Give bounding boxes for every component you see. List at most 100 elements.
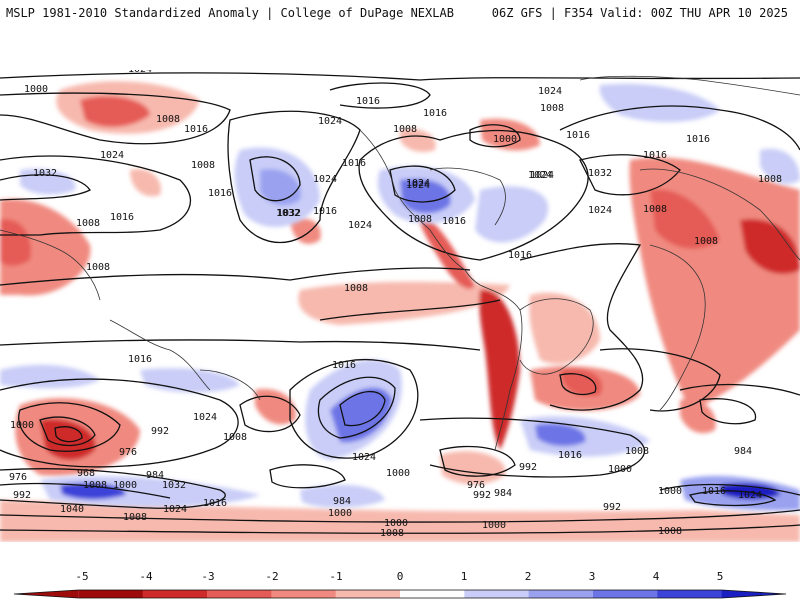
isobar-label: 1008 [123,512,147,523]
isobar-line [289,358,419,459]
colorbar-label: 5 [716,570,724,583]
header: MSLP 1981-2010 Standardized Anomaly | Co… [0,0,800,30]
isobar-label: 1032 [276,208,300,219]
isobar-line [439,445,516,477]
isobar-label: 984 [734,446,752,457]
coastline [429,167,506,226]
neg-area [529,292,600,364]
neg-area [130,169,161,197]
isobar-label: 1000 [328,508,352,519]
isobar-label: 1008 [758,174,782,185]
colorbar-label: -4 [139,570,153,583]
colorbar-label: 1 [460,570,468,583]
isobar-label: 1000 [608,464,632,475]
isobar-label: 968 [77,468,95,479]
isobar-label: 1016 [566,130,590,141]
isobar-line [0,267,471,286]
pos-area [400,178,451,214]
coastline [0,229,101,301]
isobar-label: 1016 [508,250,532,261]
isobar-line [329,82,431,109]
isobar-line [579,154,681,196]
model-run-info: 06Z GFS | F354 Valid: 00Z THU APR 10 202… [491,6,788,20]
isobar-label: 1008 [380,528,404,539]
coastline [199,369,261,401]
isobar-label: 1016 [558,450,582,461]
coastline [359,129,481,286]
isobar-label: 1000 [384,518,408,529]
isobar-label: 1000 [10,420,34,431]
isobar-label: 1024 [313,174,337,185]
isobar-line [0,339,481,351]
colorbar-swatch [271,590,337,598]
colorbar-label: 3 [588,570,596,583]
coastline [479,284,523,451]
neg-area [479,289,520,450]
isobar-line [0,524,800,534]
neg-area [290,218,321,244]
isobar-label: 1016 [442,216,466,227]
isobar-label: 1008 [344,283,368,294]
isobar-label: 992 [13,490,31,501]
colorbar-label: -1 [329,570,343,583]
colorbar-swatch [593,590,658,598]
neg-area [298,281,510,325]
isobar-label: 984 [494,488,512,499]
pos-area [0,364,100,389]
positive-anomaly-areas [0,83,800,511]
isobar-label: 1008 [658,526,682,537]
isobar-label: 1032 [588,168,612,179]
coastline [109,319,211,391]
isobar-label: 1024 [163,504,187,515]
isobar-line [559,105,800,151]
isobar-line [54,426,83,443]
isobar-label: 1024 [406,180,430,191]
isobar-label: 992 [603,502,621,513]
isobar-label: 1024 [128,70,152,75]
isobar-line [599,348,721,412]
isobar-label: 1016 [128,354,152,365]
isobar-line [0,378,239,468]
coastlines [0,75,800,451]
neg-area [650,189,720,249]
coastline [649,244,706,411]
neg-area [255,389,296,425]
isobar-label: 1016 [110,212,134,223]
colorbar-swatch [721,590,786,598]
isobar-label: 976 [9,472,27,483]
isobar-line [679,383,800,396]
isobar-label: 1024 [528,170,552,181]
isobar-label: 1016 [313,206,337,217]
coastline [639,168,800,261]
colorbar-label: -3 [201,570,215,583]
isobar-label: 1008 [393,124,417,135]
isobar-label: 1024 [538,86,562,97]
isobar-line [339,390,386,427]
colorbar-label: -2 [265,570,279,583]
map-title: MSLP 1981-2010 Standardized Anomaly | Co… [6,6,454,20]
pos-area [535,423,586,447]
colorbar-label: 2 [524,570,532,583]
isobar-contours [0,72,800,534]
colorbar-swatch [400,590,465,598]
isobar-label: 1024 [100,150,124,161]
isobar-label: 992 [473,490,491,501]
isobar-label: 1000 [386,468,410,479]
isobar-label: 1016 [184,124,208,135]
isobar-label: 1024 [588,205,612,216]
isobar-label: 1000 [113,480,137,491]
neg-area [0,199,91,296]
isobar-label: 1008 [694,236,718,247]
neg-area [0,219,31,266]
isobar-label: 1016 [332,360,356,371]
colorbar-label: 0 [396,570,404,583]
pos-area [760,148,800,185]
neg-area [440,451,506,485]
colorbar-swatch [335,590,401,598]
isobar-line [249,156,301,202]
isobar-label: 976 [467,480,485,491]
isobar-line [688,490,777,507]
neg-area [80,95,150,127]
colorbar-swatch [142,590,208,598]
isobar-line [0,468,226,509]
